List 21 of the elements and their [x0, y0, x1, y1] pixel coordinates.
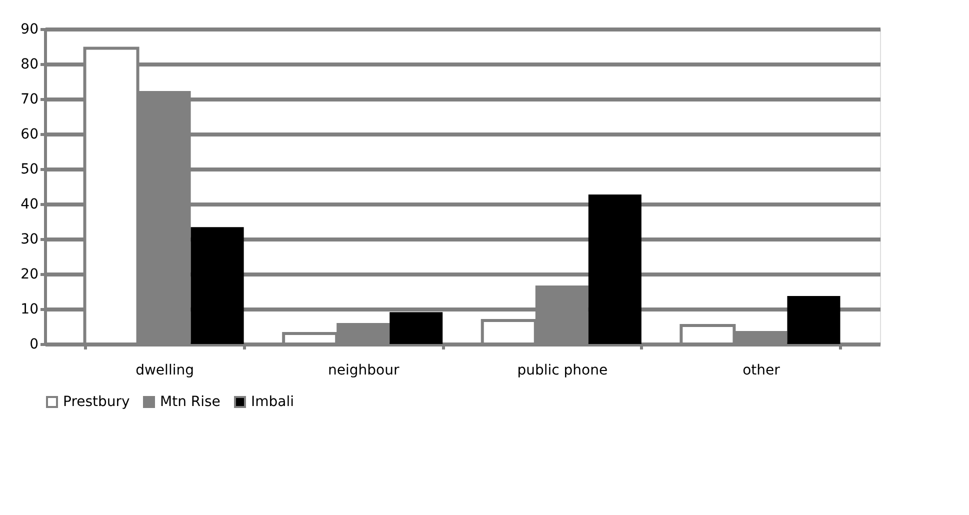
x-tick-label: neighbour: [328, 362, 400, 378]
y-tick-label: 60: [20, 126, 38, 142]
y-tick-label: 40: [20, 196, 38, 212]
legend-label: Prestbury: [63, 394, 130, 410]
bar: [588, 194, 642, 344]
bar: [787, 296, 840, 344]
legend-label: Imbali: [251, 394, 294, 410]
y-tick-label: 10: [20, 302, 38, 318]
bar: [390, 312, 443, 344]
x-tick-label: public phone: [517, 362, 608, 378]
y-tick-label: 50: [20, 162, 38, 178]
y-tick-label: 70: [20, 92, 38, 108]
x-tick-label: other: [742, 362, 780, 378]
y-tick-label: 30: [20, 232, 38, 248]
x-tick-label: dwelling: [136, 362, 194, 378]
y-tick-label: 20: [20, 266, 38, 282]
y-tick-label: 0: [30, 336, 38, 352]
y-tick-label: 80: [20, 56, 38, 72]
bar: [190, 227, 244, 344]
y-tick-label: 90: [20, 22, 38, 38]
legend-label: Mtn Rise: [160, 394, 220, 410]
